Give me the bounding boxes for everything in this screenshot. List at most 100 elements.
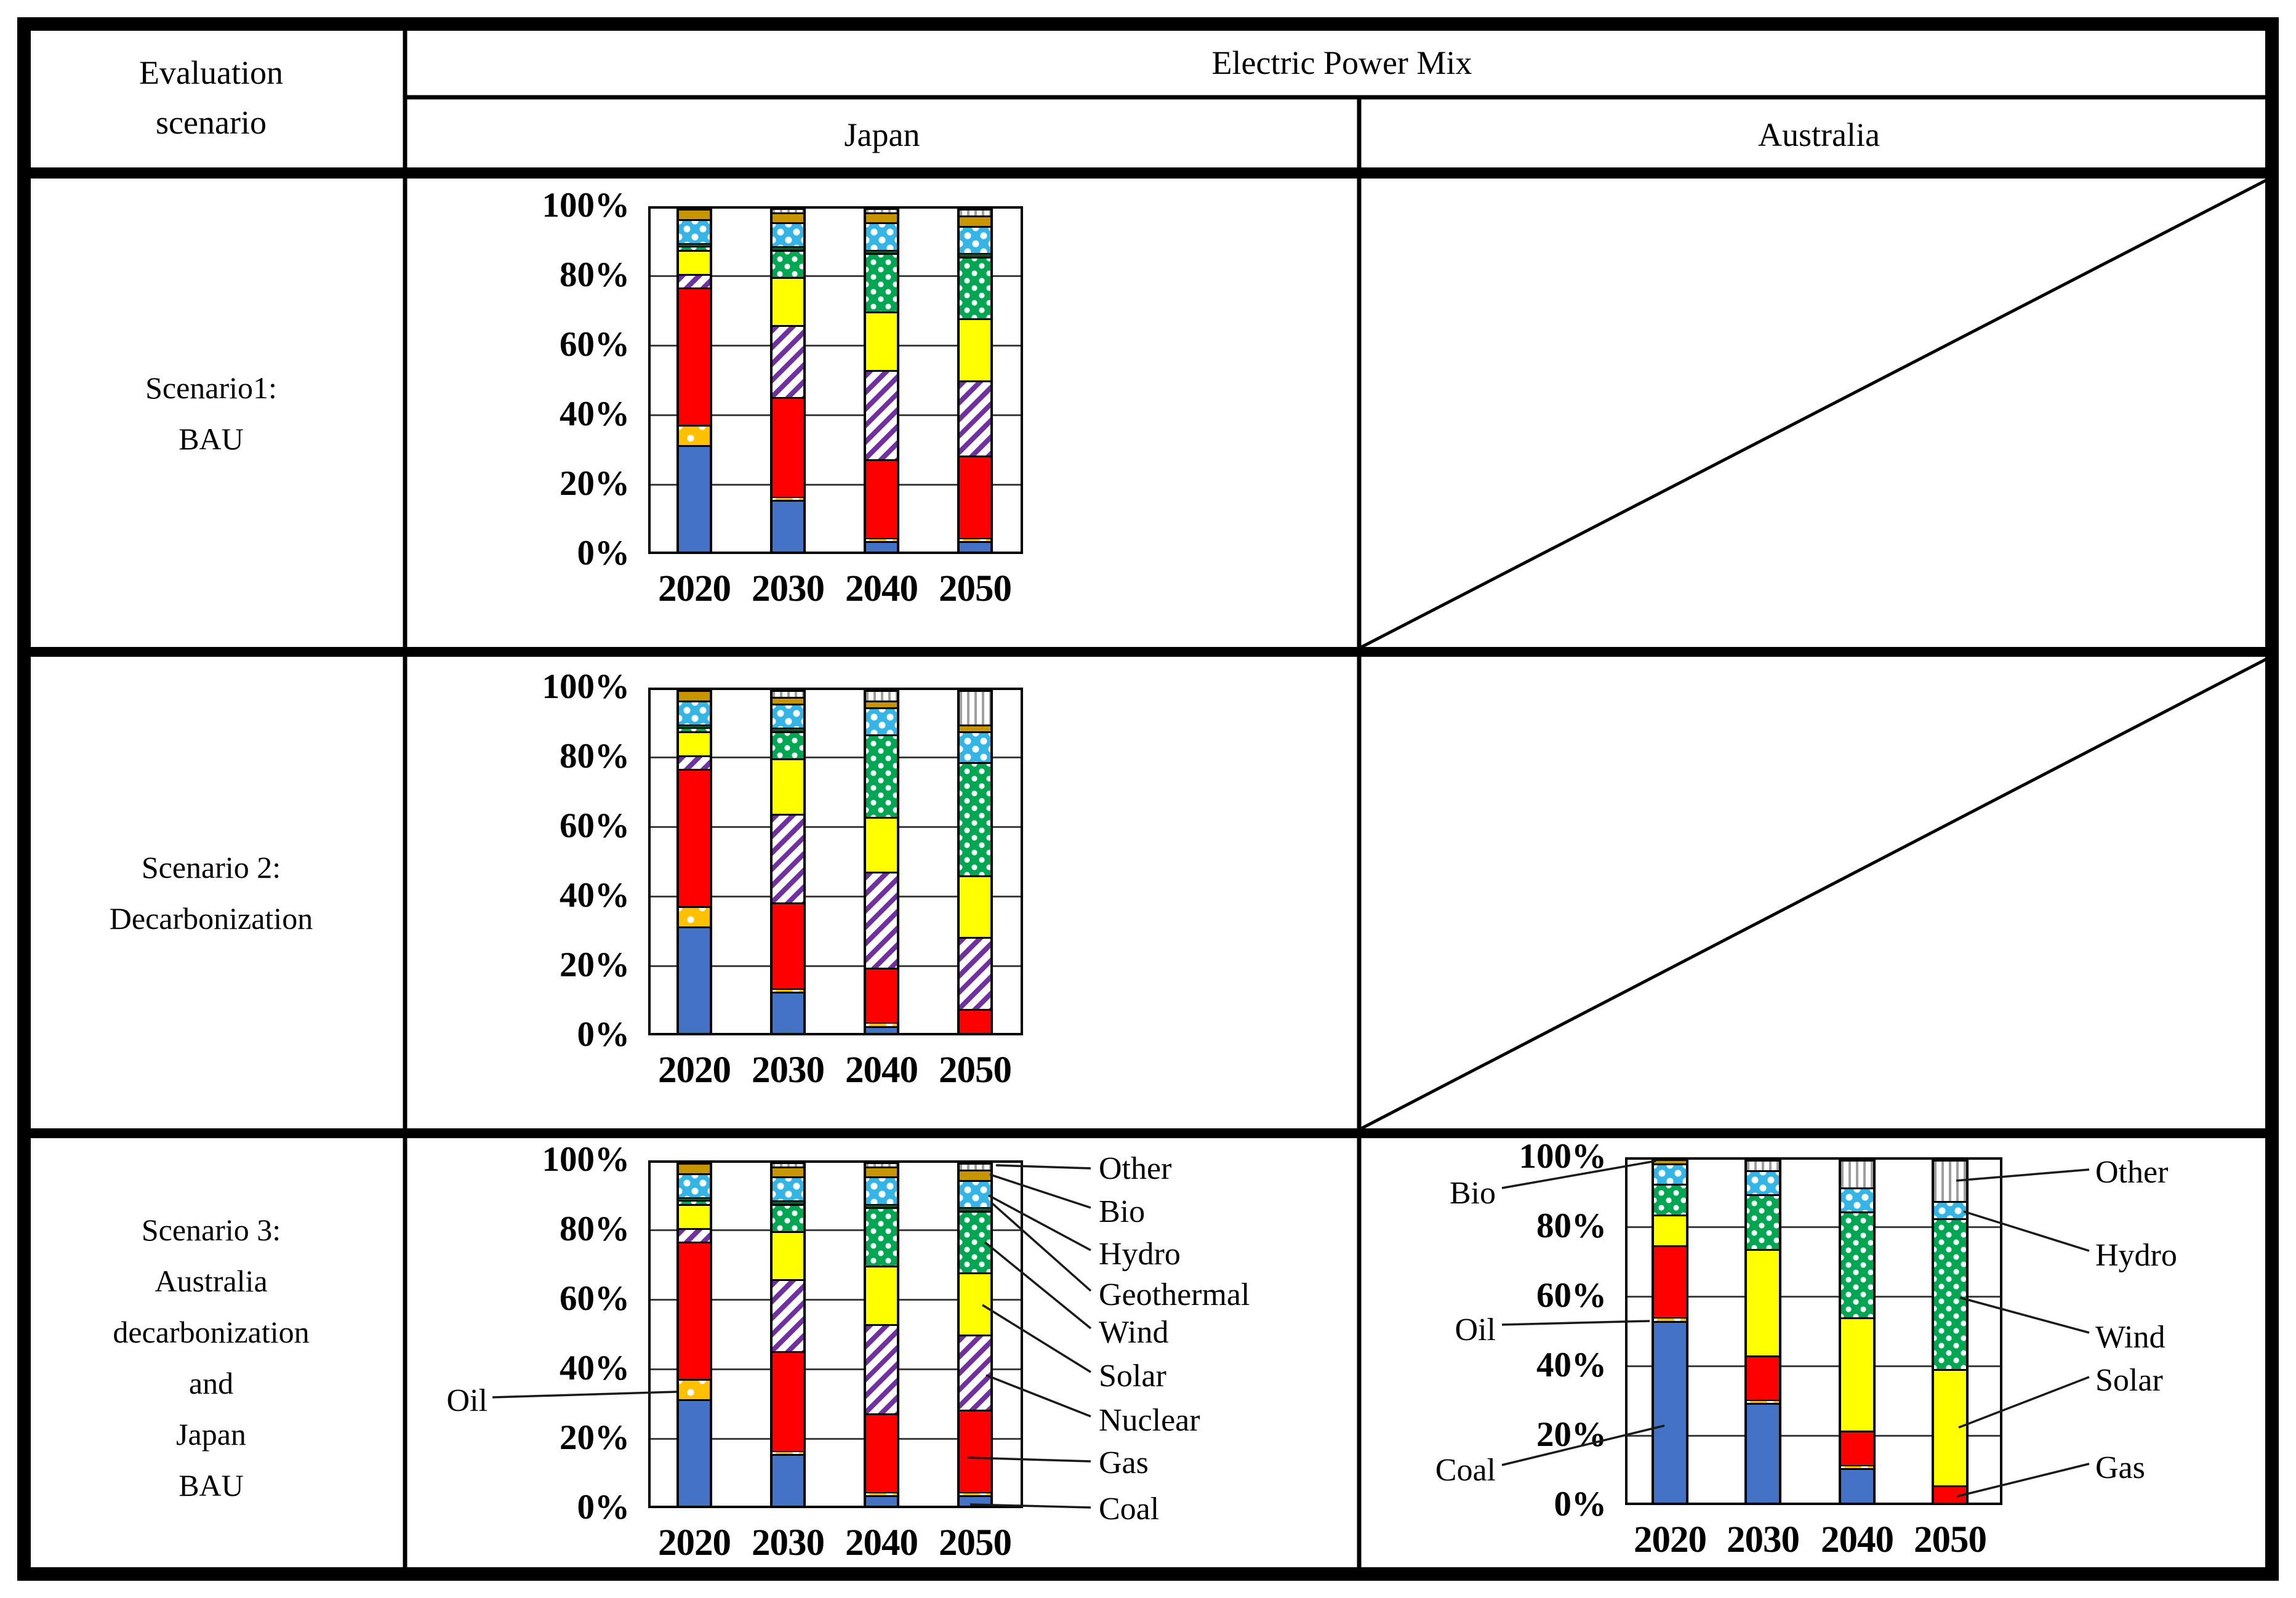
bar-japan-scenario3-bau-2050: [957, 1160, 993, 1508]
y-tick-japan-scenario3-bau-5: 0%: [577, 1488, 630, 1527]
segment-nuclear-japan-scenario3-bau-2040: [866, 1323, 897, 1413]
segment-nuclear-japan-scenario3-bau-2030: [773, 1279, 803, 1352]
scenario3-line2: Australia: [155, 1264, 268, 1298]
x-tick-australia-scenario3-decarbonization-2030: 2030: [1727, 1519, 1800, 1560]
segment-bio-japan-scenario1-bau-2030: [773, 212, 803, 223]
scenario2-cell: Scenario 2: Decarbonization: [18, 657, 404, 1129]
segment-coal-japan-scenario3-bau-2020: [679, 1399, 710, 1506]
y-tick-japan-scenario2-decarbonization-1: 80%: [560, 737, 630, 776]
segment-bio-australia-scenario3-decarbonization-2020: [1654, 1160, 1686, 1163]
segment-hydro-japan-scenario2-decarbonization-2040: [866, 707, 897, 735]
segment-oil-japan-scenario2-decarbonization-2040: [866, 1022, 897, 1026]
legend-label-australia_right-1: Hydro: [2095, 1238, 2177, 1273]
segment-geothermal-japan-scenario1-bau-2050: [960, 253, 990, 257]
bar-japan-scenario1-bau-2020: [676, 206, 712, 554]
legend-label-australia_left-0: Bio: [1449, 1176, 1496, 1211]
scenario1-line1: Scenario1:: [145, 371, 277, 405]
y-tick-japan-scenario1-bau-4: 20%: [560, 464, 630, 504]
japan-header-label: Japan: [844, 116, 920, 153]
segment-other-japan-scenario1-bau-2030: [773, 209, 803, 212]
segment-coal-australia-scenario3-decarbonization-2030: [1747, 1403, 1779, 1503]
legend-label-japan_right-7: Gas: [1099, 1445, 1149, 1480]
segment-oil-australia-scenario3-decarbonization-2040: [1841, 1464, 1873, 1469]
segment-oil-japan-scenario3-bau-2050: [960, 1492, 990, 1496]
segment-other-japan-scenario2-decarbonization-2030: [773, 690, 803, 697]
segment-hydro-japan-scenario1-bau-2050: [960, 225, 990, 254]
segment-geothermal-japan-scenario3-bau-2020: [679, 1197, 710, 1201]
x-tick-australia-scenario3-decarbonization-2040: 2040: [1821, 1519, 1894, 1560]
y-tick-australia-scenario3-decarbonization-2: 60%: [1536, 1276, 1607, 1315]
segment-solar-japan-scenario2-decarbonization-2050: [960, 875, 990, 938]
bar-japan-scenario3-bau-2020: [676, 1160, 712, 1508]
segment-gas-japan-scenario2-decarbonization-2040: [866, 968, 897, 1023]
legend-label-japan_right-0: Other: [1099, 1151, 1172, 1186]
legend-label-australia_left-2: Coal: [1435, 1453, 1496, 1488]
y-tick-japan-scenario3-bau-0: 100%: [542, 1140, 630, 1179]
segment-coal-japan-scenario2-decarbonization-2020: [679, 926, 710, 1033]
segment-other-japan-scenario2-decarbonization-2040: [866, 690, 897, 701]
segment-solar-japan-scenario1-bau-2040: [866, 311, 897, 370]
bar-australia-scenario3-decarbonization-2050: [1932, 1157, 1969, 1505]
segment-solar-japan-scenario2-decarbonization-2040: [866, 817, 897, 872]
y-tick-australia-scenario3-decarbonization-5: 0%: [1554, 1485, 1607, 1524]
x-tick-japan-scenario2-decarbonization-2020: 2020: [658, 1050, 731, 1091]
segment-gas-japan-scenario2-decarbonization-2050: [960, 1009, 990, 1033]
scenario2-line2: Decarbonization: [109, 901, 313, 936]
segment-geothermal-japan-scenario1-bau-2040: [866, 249, 897, 254]
segment-hydro-japan-scenario3-bau-2040: [866, 1176, 897, 1204]
y-tick-australia-scenario3-decarbonization-3: 40%: [1536, 1346, 1607, 1385]
x-tick-japan-scenario1-bau-2030: 2030: [752, 568, 825, 609]
legend-label-australia_right-4: Gas: [2095, 1450, 2145, 1485]
segment-solar-australia-scenario3-decarbonization-2050: [1934, 1368, 1966, 1486]
segment-hydro-japan-scenario1-bau-2040: [866, 222, 897, 250]
segment-gas-japan-scenario3-bau-2050: [960, 1410, 990, 1492]
segment-coal-japan-scenario1-bau-2040: [866, 541, 897, 552]
segment-solar-japan-scenario1-bau-2050: [960, 318, 990, 380]
y-tick-japan-scenario1-bau-1: 80%: [560, 255, 630, 295]
legend-label-australia_right-3: Solar: [2095, 1363, 2163, 1398]
segment-oil-japan-scenario3-bau-2030: [773, 1450, 803, 1455]
segment-gas-japan-scenario1-bau-2040: [866, 459, 897, 538]
segment-bio-japan-scenario1-bau-2040: [866, 212, 897, 223]
segment-oil-japan-scenario1-bau-2050: [960, 537, 990, 542]
y-tick-japan-scenario2-decarbonization-4: 20%: [560, 946, 630, 985]
segment-wind-australia-scenario3-decarbonization-2030: [1747, 1194, 1779, 1249]
y-tick-japan-scenario2-decarbonization-5: 0%: [577, 1015, 630, 1054]
x-tick-japan-scenario2-decarbonization-2050: 2050: [939, 1050, 1012, 1091]
segment-wind-australia-scenario3-decarbonization-2040: [1841, 1211, 1873, 1318]
bar-japan-scenario2-decarbonization-2020: [676, 688, 712, 1035]
segment-coal-japan-scenario1-bau-2050: [960, 541, 990, 552]
segment-wind-australia-scenario3-decarbonization-2020: [1654, 1184, 1686, 1215]
legend-label-japan_right-3: Geothermal: [1099, 1277, 1250, 1312]
x-tick-japan-scenario3-bau-2050: 2050: [939, 1522, 1012, 1564]
segment-wind-japan-scenario1-bau-2030: [773, 249, 803, 278]
sub-header-japan: Japan: [405, 100, 1359, 171]
segment-nuclear-japan-scenario2-decarbonization-2020: [679, 755, 710, 769]
segment-nuclear-japan-scenario1-bau-2020: [679, 273, 710, 288]
bar-japan-scenario1-bau-2040: [864, 206, 899, 554]
x-tick-japan-scenario2-decarbonization-2030: 2030: [752, 1050, 825, 1091]
bar-japan-scenario2-decarbonization-2040: [864, 688, 899, 1035]
segment-gas-australia-scenario3-decarbonization-2040: [1841, 1431, 1873, 1465]
segment-bio-japan-scenario1-bau-2050: [960, 215, 990, 226]
x-tick-japan-scenario1-bau-2040: 2040: [845, 568, 918, 609]
segment-hydro-japan-scenario3-bau-2030: [773, 1176, 803, 1201]
diagonal-empty-cell-row1: [1360, 176, 2272, 649]
segment-solar-australia-scenario3-decarbonization-2030: [1747, 1248, 1779, 1355]
segment-hydro-australia-scenario3-decarbonization-2050: [1934, 1200, 1966, 1218]
legend-label-australia_left-1: Oil: [1455, 1312, 1496, 1347]
segment-wind-japan-scenario2-decarbonization-2030: [773, 731, 803, 759]
x-tick-australia-scenario3-decarbonization-2050: 2050: [1914, 1519, 1987, 1560]
segment-hydro-japan-scenario3-bau-2050: [960, 1179, 990, 1208]
bar-japan-scenario2-decarbonization-2050: [957, 688, 993, 1035]
legend-label-japan_right-4: Wind: [1099, 1315, 1169, 1350]
segment-gas-japan-scenario1-bau-2050: [960, 456, 990, 538]
y-tick-japan-scenario3-bau-4: 20%: [560, 1418, 630, 1458]
segment-solar-japan-scenario1-bau-2030: [773, 277, 803, 326]
corner-header-line1: Evaluation: [139, 54, 283, 91]
segment-geothermal-japan-scenario1-bau-2030: [773, 246, 803, 250]
bar-japan-scenario1-bau-2030: [770, 206, 806, 554]
scenario3-cell: Scenario 3: Australia decarbonization an…: [18, 1139, 404, 1577]
segment-hydro-japan-scenario2-decarbonization-2050: [960, 731, 990, 762]
